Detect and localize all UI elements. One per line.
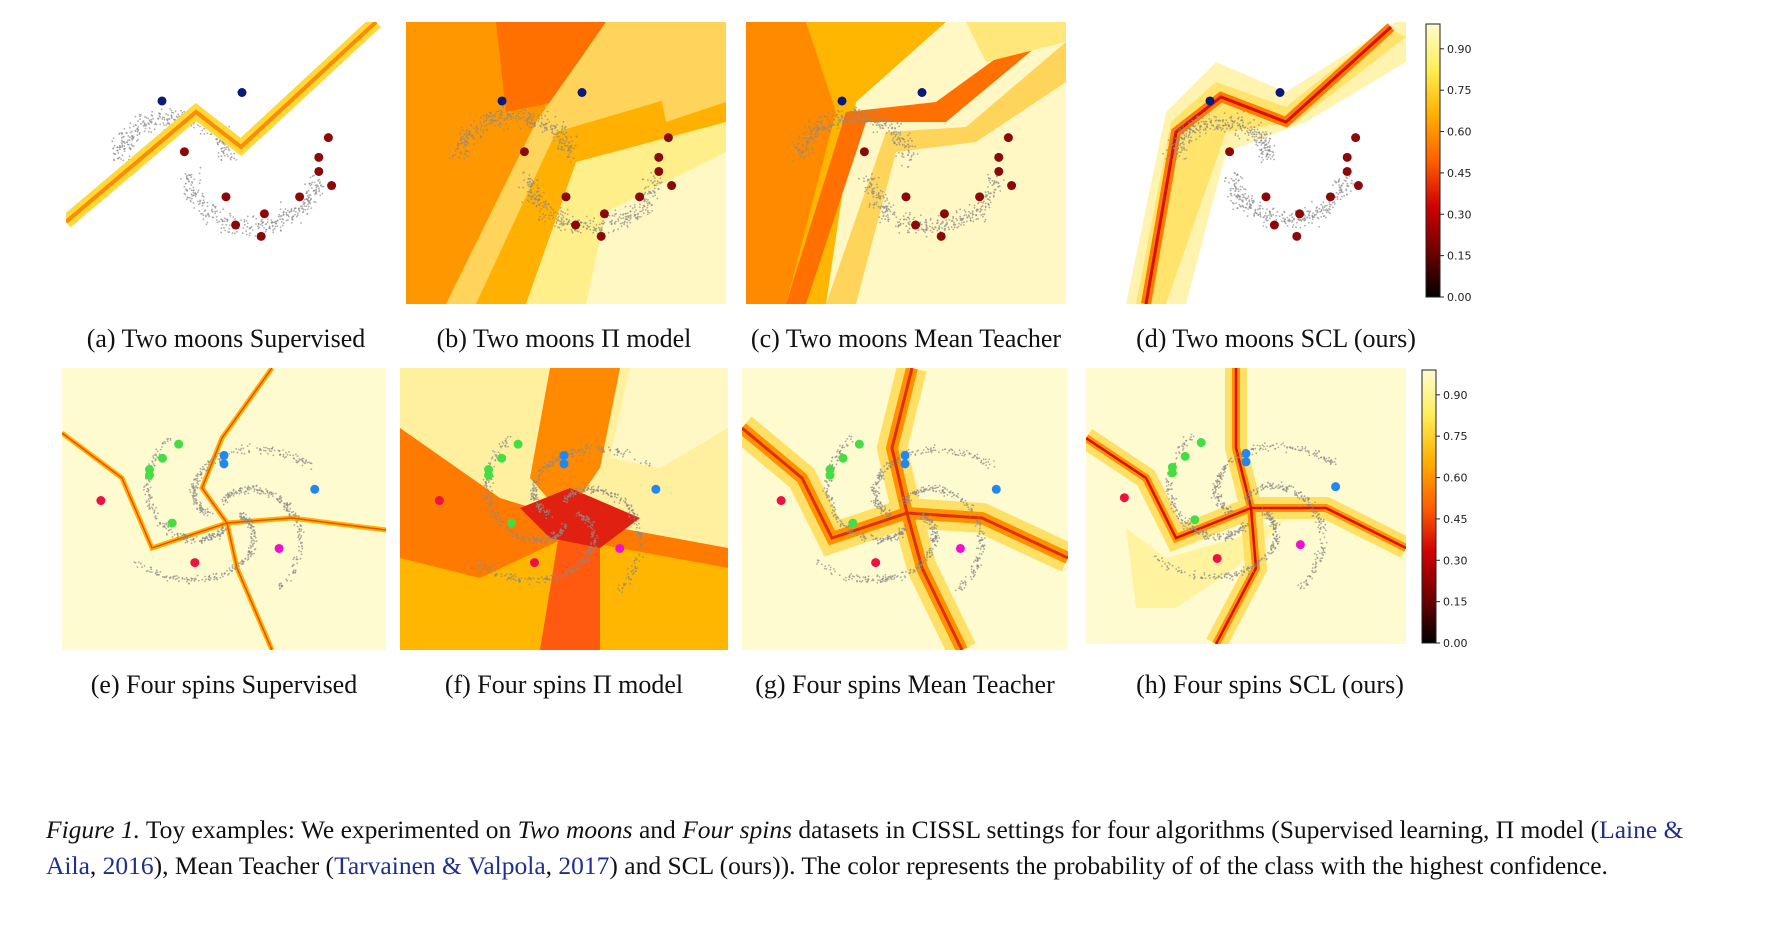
panel-four-spins-supervised	[62, 368, 386, 650]
labeled-points	[776, 439, 1001, 568]
unlabeled-points	[1153, 433, 1337, 590]
unlabeled-points	[792, 106, 1005, 239]
caption-a: (a) Two moons Supervised	[86, 324, 366, 353]
panel-four-spins-pi-model	[400, 368, 728, 650]
colorbar-tick-label: 0.45	[1443, 513, 1468, 526]
labeled-class-2-points	[1225, 133, 1363, 241]
unlabeled-points	[1162, 110, 1354, 229]
caption-b: (b) Two moons Π model	[436, 324, 692, 353]
citation-2017[interactable]: 2017	[558, 851, 610, 880]
labeled-class-1-points	[157, 88, 247, 106]
colorbar-tick-label: 0.90	[1447, 43, 1472, 56]
colorbar-tick-label: 0.30	[1443, 554, 1468, 567]
labeled-class-1-points	[837, 88, 927, 106]
colorbar-gradient	[1421, 369, 1437, 644]
colorbar-top: 0.90 0.75 0.60 0.45 0.30 0.15 0.00	[1424, 22, 1504, 312]
panel-two-moons-supervised	[66, 22, 386, 304]
two-moons-pi-model-plot	[406, 22, 726, 304]
caption-text-4: ,	[89, 851, 103, 880]
colorbar-tick-label: 0.90	[1443, 389, 1468, 402]
figure-label: Figure 1.	[46, 815, 140, 844]
caption-text-3: datasets in CISSL settings for four algo…	[792, 815, 1600, 844]
two-moons-supervised-plot	[66, 22, 386, 304]
caption-text-5: ), Mean Teacher (	[153, 851, 335, 880]
colorbar-tick-label: 0.00	[1443, 637, 1468, 650]
caption-text-7: ) and SCL (ours)). The color represents …	[609, 851, 1608, 880]
labeled-class-1-points	[1205, 88, 1285, 106]
four-spins-mean-teacher-plot	[742, 368, 1068, 650]
panel-four-spins-scl	[1086, 368, 1406, 644]
caption-g: (g) Four spins Mean Teacher	[755, 670, 1055, 699]
colorbar-tick-label: 0.60	[1447, 126, 1472, 139]
caption-e: (e) Four spins Supervised	[90, 670, 358, 699]
caption-h: (h) Four spins SCL (ours)	[1136, 670, 1404, 699]
panel-two-moons-mean-teacher	[746, 22, 1066, 304]
colorbar-tick-label: 0.00	[1447, 291, 1472, 304]
caption-text-6: ,	[545, 851, 559, 880]
colorbar-bottom-svg: 0.90 0.75 0.60 0.45 0.30 0.15 0.00	[1421, 369, 1468, 650]
colorbar-tick-label: 0.15	[1443, 596, 1468, 609]
caption-d: (d) Two moons SCL (ours)	[1136, 324, 1416, 353]
panel-two-moons-pi-model	[406, 22, 726, 304]
colorbar-tick-label: 0.60	[1443, 472, 1468, 485]
four-spins-pi-model-plot	[400, 368, 728, 650]
caption-text-2: and	[632, 815, 683, 844]
two-moons-scl-plot	[1126, 22, 1406, 304]
unlabeled-points	[815, 435, 996, 592]
panel-two-moons-scl	[1126, 22, 1406, 304]
labeled-class-2-points	[519, 133, 677, 241]
labeled-class-2-points	[179, 133, 337, 241]
labeled-points	[434, 439, 661, 568]
colorbar-tick-label: 0.75	[1443, 430, 1468, 443]
four-spins-scl-plot	[1086, 368, 1406, 644]
four-spins-supervised-plot	[62, 368, 386, 650]
citation-2016[interactable]: 2016	[102, 851, 154, 880]
labeled-class-2-points	[859, 133, 1017, 241]
colorbar-top-svg: 0.90 0.75 0.60 0.45 0.30 0.15 0.00	[1425, 23, 1472, 304]
colorbar-tick-label: 0.15	[1447, 250, 1472, 263]
citation-laine-aila[interactable]: Laine & Aila	[46, 815, 1684, 880]
unlabeled-points	[475, 435, 651, 594]
colorbar-bottom: 0.90 0.75 0.60 0.45 0.30 0.15 0.00	[1420, 368, 1500, 658]
two-moons-mean-teacher-plot	[746, 22, 1066, 304]
colorbar-tick-label: 0.45	[1447, 167, 1472, 180]
figure-caption: Figure 1. Toy examples: We experimented …	[46, 812, 1736, 884]
caption-em-two-moons: Two moons	[517, 815, 633, 844]
caption-text-1: Toy examples: We experimented on	[139, 815, 518, 844]
labeled-points	[96, 439, 320, 568]
colorbar-tick-label: 0.75	[1447, 84, 1472, 97]
colorbar-tick-label: 0.30	[1447, 208, 1472, 221]
unlabeled-points	[133, 437, 313, 590]
panel-four-spins-mean-teacher	[742, 368, 1068, 650]
caption-c: (c) Two moons Mean Teacher	[750, 324, 1062, 353]
colorbar-gradient	[1425, 23, 1441, 298]
caption-em-four-spins: Four spins	[682, 815, 792, 844]
caption-f: (f) Four spins Π model	[444, 670, 684, 699]
citation-tarvainen-valpola[interactable]: Tarvainen & Valpola	[334, 851, 546, 880]
labeled-class-1-points	[497, 88, 587, 106]
labeled-points	[1119, 438, 1341, 563]
unlabeled-points	[449, 105, 663, 235]
